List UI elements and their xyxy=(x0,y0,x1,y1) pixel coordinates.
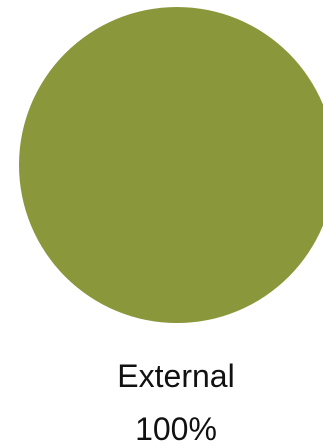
pie-slices xyxy=(19,7,323,323)
slice-label-external: External xyxy=(117,358,234,394)
slice-value-external: 100% xyxy=(135,411,217,446)
pie-slice-external xyxy=(19,7,323,323)
